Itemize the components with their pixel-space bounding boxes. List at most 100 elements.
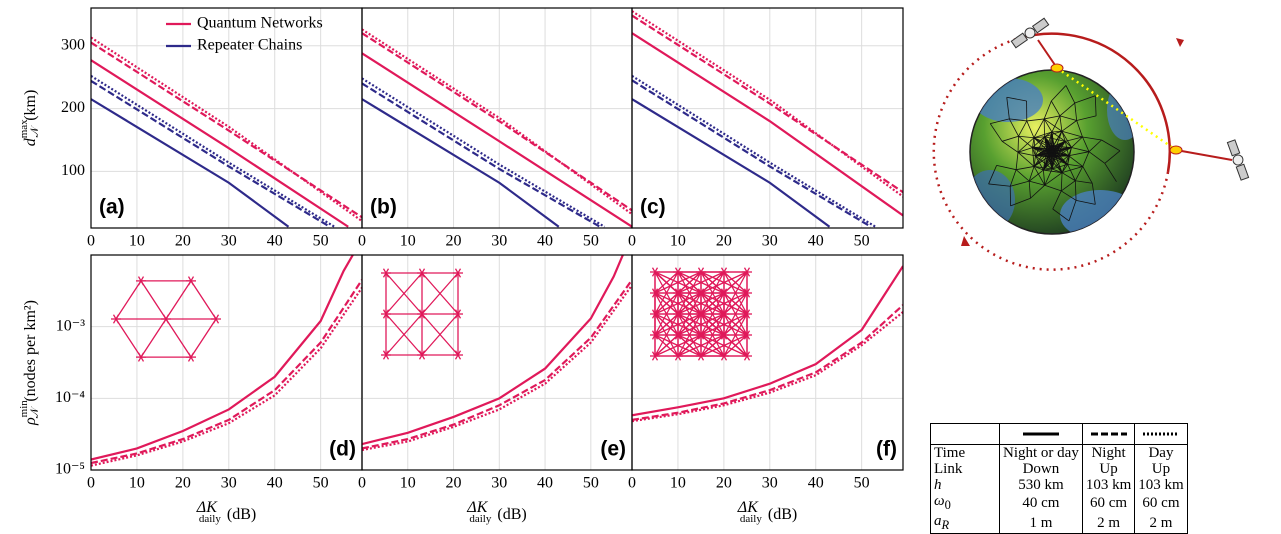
header-cell — [1135, 424, 1187, 445]
x-tick-label: 10 — [670, 233, 686, 250]
table-cell: 530 km — [1000, 477, 1083, 493]
label-part: (nodes per km²) — [22, 300, 39, 402]
table-cell: Link — [931, 461, 1000, 477]
series-line — [91, 288, 362, 466]
table-cell: Night — [1082, 445, 1134, 462]
series-line — [362, 78, 605, 226]
plot-frame — [362, 8, 632, 228]
x-tick-label: 50 — [854, 475, 870, 492]
header-cell — [1082, 424, 1134, 445]
table-cell: Time — [931, 445, 1000, 462]
plot-frame — [632, 8, 903, 228]
table-cell: 2 m — [1135, 513, 1187, 534]
x-tick-label: 30 — [762, 233, 778, 250]
x-tick-label: 50 — [313, 233, 329, 250]
cell-sub: R — [942, 518, 950, 532]
label-part: (dB) — [768, 506, 797, 523]
cell-symbol: h — [934, 477, 942, 493]
label-part: daily — [469, 513, 491, 525]
table-cell: h — [931, 477, 1000, 493]
table-cell: 103 km — [1082, 477, 1134, 493]
series-line — [362, 29, 632, 214]
legend-label: Repeater Chains — [197, 37, 302, 54]
panel-label: (e) — [600, 438, 626, 461]
inset-edge — [191, 281, 216, 319]
ground-station — [1051, 64, 1063, 72]
x-tick-label: 30 — [221, 475, 237, 492]
line-style — [1141, 430, 1181, 438]
series-line — [91, 81, 330, 227]
x-tick-label: 30 — [491, 233, 507, 250]
label-part: (dB) — [497, 506, 526, 523]
satellite-illustration — [934, 17, 1250, 269]
x-tick-label: 0 — [358, 475, 366, 492]
series-line — [362, 53, 632, 226]
x-tick-label: 50 — [854, 233, 870, 250]
x-tick-label: 30 — [491, 475, 507, 492]
label-part: daily — [199, 513, 221, 525]
panel-label: (d) — [329, 438, 356, 461]
table-cell: 60 cm — [1135, 493, 1187, 513]
plot-frame — [362, 255, 632, 470]
x-tick-label: 0 — [628, 475, 636, 492]
panel-label: (f) — [876, 438, 897, 461]
table-cell: 1 m — [1000, 513, 1083, 534]
table-cell: Up — [1082, 461, 1134, 477]
header-row — [931, 424, 1188, 445]
x-tick-label: 30 — [762, 475, 778, 492]
x-tick-label: 30 — [221, 233, 237, 250]
table-cell: aR — [931, 513, 1000, 534]
table-cell: 40 cm — [1000, 493, 1083, 513]
header-cell — [931, 424, 1000, 445]
plot-frame — [91, 255, 362, 470]
x-tick-label: 20 — [716, 475, 732, 492]
table-cell: Down — [1000, 461, 1083, 477]
x-tick-label: 0 — [628, 233, 636, 250]
x-tick-label: 20 — [175, 233, 191, 250]
x-tick-label: 40 — [267, 233, 283, 250]
x-tick-label: 10 — [400, 233, 416, 250]
beam — [1176, 150, 1232, 160]
x-tick-label: 10 — [670, 475, 686, 492]
arrow — [961, 236, 970, 246]
mesh-edge — [1018, 136, 1019, 152]
table-cell: 60 cm — [1082, 493, 1134, 513]
x-tick-label: 40 — [808, 233, 824, 250]
x-tick-label: 40 — [537, 475, 553, 492]
cell-symbol: ω — [934, 493, 945, 509]
inset-edge — [191, 319, 216, 357]
legend-label: Quantum Networks — [197, 15, 323, 32]
x-tick-label: 10 — [400, 475, 416, 492]
x-tick-label: 10 — [129, 233, 145, 250]
series-line — [362, 285, 632, 450]
panel-label: (b) — [370, 196, 397, 219]
x-tick-label: 50 — [313, 475, 329, 492]
line-style — [1021, 430, 1061, 438]
panel-label: (a) — [99, 196, 125, 219]
cell-symbol: a — [934, 513, 942, 529]
series-line — [91, 280, 362, 463]
x-tick-label: 20 — [716, 233, 732, 250]
x-tick-label: 10 — [129, 475, 145, 492]
label-part: (km) — [22, 90, 39, 121]
series-line — [632, 11, 903, 196]
panel-label: (c) — [640, 196, 666, 219]
series-line — [632, 80, 871, 226]
x-tick-label: 40 — [537, 233, 553, 250]
x-tick-label: 0 — [87, 475, 95, 492]
label-part: 𝒩 — [29, 406, 41, 418]
x-tick-label: 20 — [175, 475, 191, 492]
table-cell: 103 km — [1135, 477, 1187, 493]
x-tick-label: 40 — [267, 475, 283, 492]
x-tick-label: 0 — [358, 233, 366, 250]
table-cell: 2 m — [1082, 513, 1134, 534]
y-tick-label: 10⁻⁴ — [55, 389, 85, 406]
